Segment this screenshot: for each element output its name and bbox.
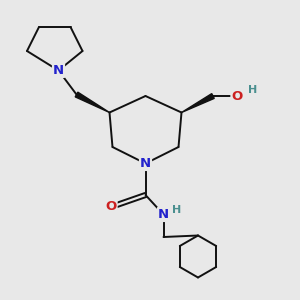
Text: H: H xyxy=(172,205,182,215)
Text: O: O xyxy=(231,89,243,103)
Polygon shape xyxy=(182,94,214,112)
Text: O: O xyxy=(105,200,117,214)
Text: N: N xyxy=(53,64,64,77)
Text: H: H xyxy=(248,85,257,95)
Polygon shape xyxy=(75,92,110,112)
Text: N: N xyxy=(158,208,169,221)
Text: N: N xyxy=(140,157,151,170)
